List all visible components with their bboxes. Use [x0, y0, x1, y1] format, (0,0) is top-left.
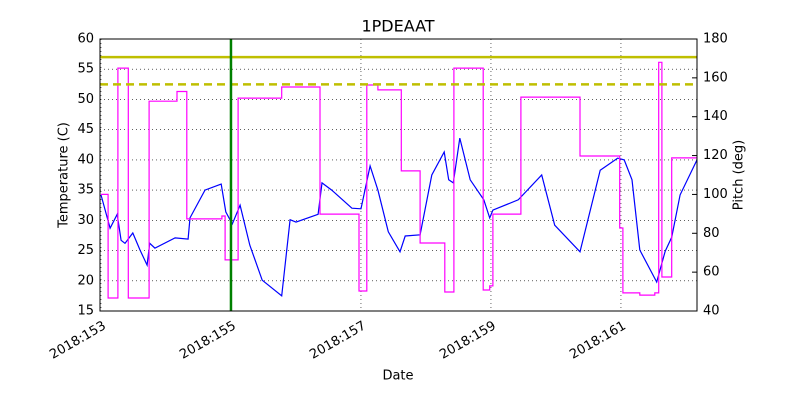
- y2-tick-label: 120: [703, 148, 728, 163]
- y-tick-label: 45: [77, 122, 94, 137]
- y-tick-label: 15: [77, 304, 94, 319]
- x-axis-label: Date: [382, 369, 413, 384]
- y2-tick-label: 160: [703, 70, 728, 85]
- y-tick-label: 25: [77, 243, 94, 258]
- y-tick-label: 30: [77, 213, 94, 228]
- y-tick-label: 40: [77, 152, 94, 167]
- chart-title: 1PDEAAT: [361, 17, 434, 36]
- y2-tick-label: 100: [703, 187, 728, 202]
- y2-tick-label: 40: [703, 304, 720, 319]
- y-tick-label: 50: [77, 92, 94, 107]
- y-axis-label: Temperature (C): [57, 122, 72, 229]
- series-line: [100, 137, 698, 298]
- plot-frame: [99, 38, 698, 312]
- y2-axis-label: Pitch (deg): [732, 140, 747, 210]
- y2-tick-label: 180: [703, 32, 728, 47]
- series-line: [101, 61, 697, 299]
- y2-tick-label: 80: [703, 226, 720, 241]
- y2-tick-label: 60: [703, 265, 720, 280]
- y-tick-label: 20: [77, 273, 94, 288]
- y-tick-label: 35: [77, 183, 94, 198]
- y-tick-label: 55: [77, 62, 94, 77]
- y-tick-label: 60: [77, 32, 94, 47]
- y2-tick-label: 140: [703, 109, 728, 124]
